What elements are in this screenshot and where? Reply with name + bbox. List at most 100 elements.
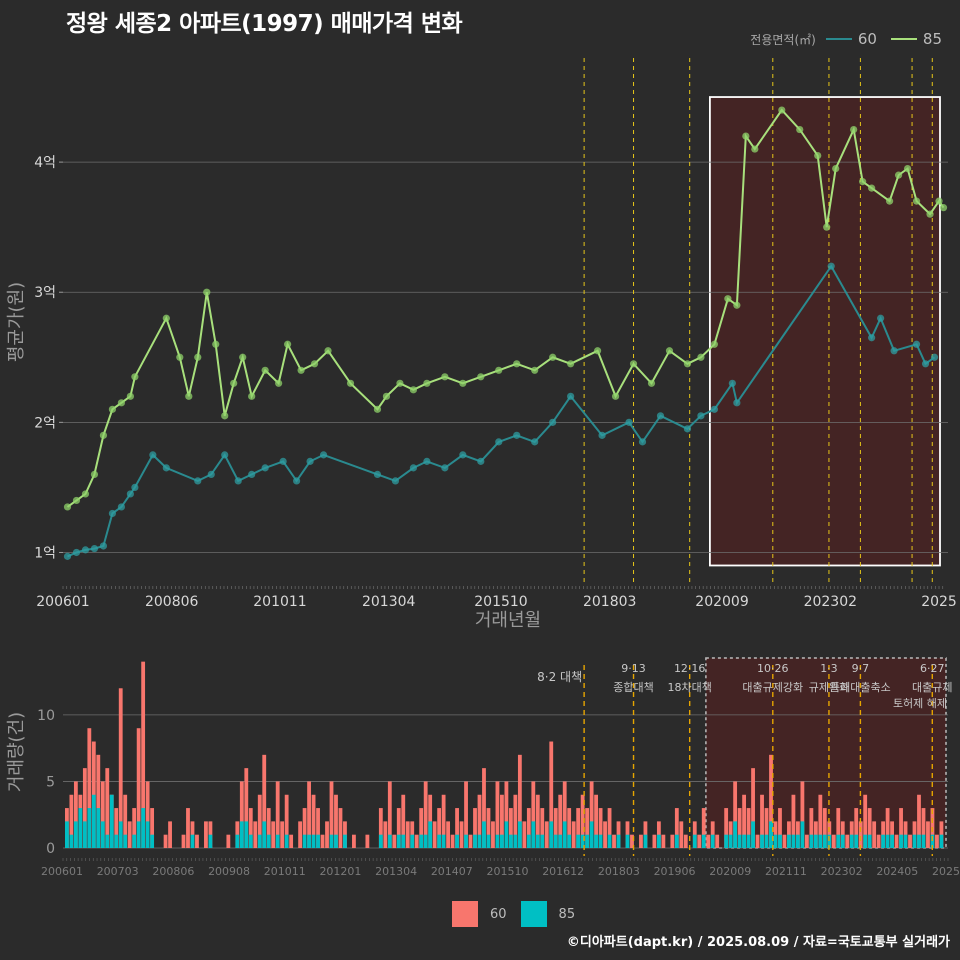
bar-60 xyxy=(100,781,105,848)
bar-85 xyxy=(540,834,545,848)
bar-x-tick-label: 200601 xyxy=(41,865,83,878)
bar-85 xyxy=(822,834,827,848)
bar-85 xyxy=(912,834,917,848)
data-point-60 xyxy=(423,457,431,465)
bar-60 xyxy=(414,834,419,848)
bar-85 xyxy=(410,834,415,848)
x-axis-label: 거래년월 xyxy=(475,610,541,631)
bar-85 xyxy=(589,821,594,848)
bar-85 xyxy=(473,834,477,848)
bar-x-tick-label: 201304 xyxy=(375,865,417,878)
data-point-85 xyxy=(885,197,894,205)
data-point-85 xyxy=(162,314,170,322)
data-point-60 xyxy=(930,353,939,361)
bar-85 xyxy=(567,834,572,848)
credit-text: ©디아파트(dapt.kr) / 2025.08.09 / 자료=국토교통부 실… xyxy=(566,935,950,950)
bar-85 xyxy=(437,834,442,848)
data-point-85 xyxy=(230,379,238,387)
data-point-85 xyxy=(441,373,449,381)
bar-60 xyxy=(141,661,146,848)
bar-60 xyxy=(549,741,554,848)
bar-85 xyxy=(150,834,155,848)
bar-85 xyxy=(244,821,249,848)
data-point-85 xyxy=(90,470,99,478)
bar-85 xyxy=(517,821,522,848)
policy-desc-label: 대출규제강화 xyxy=(742,681,803,694)
bar-60 xyxy=(517,754,522,848)
bar-60 xyxy=(809,808,814,848)
bar-85 xyxy=(78,808,83,848)
bar-60 xyxy=(69,794,74,848)
bar-85 xyxy=(616,834,621,848)
data-point-85 xyxy=(823,223,831,231)
data-point-60 xyxy=(72,548,81,557)
bar-60 xyxy=(419,808,424,848)
bar-60 xyxy=(742,794,747,848)
bar-60 xyxy=(423,781,428,848)
bar-60 xyxy=(316,808,320,848)
bar-85 xyxy=(87,808,92,848)
bar-60 xyxy=(885,808,890,848)
policy-date-label: 12·16 xyxy=(674,662,706,675)
data-point-85 xyxy=(261,366,269,374)
data-point-60 xyxy=(567,392,575,400)
data-point-85 xyxy=(423,379,431,387)
x-tick-label: 2025 xyxy=(921,594,957,610)
data-point-60 xyxy=(683,425,692,433)
data-point-85 xyxy=(796,125,804,134)
bar-85 xyxy=(890,834,894,848)
bar-85 xyxy=(235,834,240,848)
data-point-60 xyxy=(890,347,898,355)
data-point-85 xyxy=(593,347,602,355)
data-point-85 xyxy=(832,165,840,173)
bar-x-tick-label: 202506 xyxy=(932,865,960,878)
data-point-60 xyxy=(117,503,126,511)
bar-60 xyxy=(746,808,751,848)
bar-60 xyxy=(486,808,491,848)
bar-60 xyxy=(553,808,558,848)
bar-60 xyxy=(289,834,294,848)
bar-60 xyxy=(437,808,442,848)
bar-60 xyxy=(701,808,706,848)
bar-60 xyxy=(145,781,150,848)
bar-85 xyxy=(316,834,320,848)
x-tick-label: 200601 xyxy=(36,594,89,610)
bar-60 xyxy=(387,781,392,848)
data-point-60 xyxy=(162,464,170,472)
bar-85 xyxy=(585,834,590,848)
bar-60 xyxy=(405,821,410,848)
data-point-60 xyxy=(477,457,485,465)
bar-60 xyxy=(491,821,495,848)
data-point-85 xyxy=(751,145,759,153)
bar-85 xyxy=(836,834,841,848)
bar-60 xyxy=(867,808,872,848)
bar-60 xyxy=(804,834,809,848)
bar-x-tick-label: 201407 xyxy=(431,865,473,878)
bar-60 xyxy=(899,808,903,848)
bar-x-tick-label: 202111 xyxy=(765,865,807,878)
bar-60 xyxy=(473,808,477,848)
bar-60 xyxy=(737,808,742,848)
data-point-60 xyxy=(99,542,108,550)
bar-85 xyxy=(132,834,137,848)
bar-60 xyxy=(558,794,563,848)
bar-60 xyxy=(87,728,92,848)
bar-60 xyxy=(872,821,877,848)
bar-60 xyxy=(755,834,760,848)
bar-60 xyxy=(396,808,401,848)
data-point-60 xyxy=(81,546,90,554)
policy-desc-label: 종합대책 xyxy=(613,681,653,694)
legend-label-85: 85 xyxy=(922,30,942,48)
bar-60 xyxy=(513,794,518,848)
bar-85 xyxy=(863,834,868,848)
bar-60 xyxy=(607,808,612,848)
data-point-85 xyxy=(549,353,557,361)
y-axis-label: 평균가(원) xyxy=(6,282,27,362)
bar-60 xyxy=(800,781,805,848)
data-point-85 xyxy=(131,373,139,381)
data-point-85 xyxy=(683,360,692,368)
bar-60 xyxy=(311,794,316,848)
bar-85 xyxy=(477,834,482,848)
data-point-85 xyxy=(185,392,193,400)
